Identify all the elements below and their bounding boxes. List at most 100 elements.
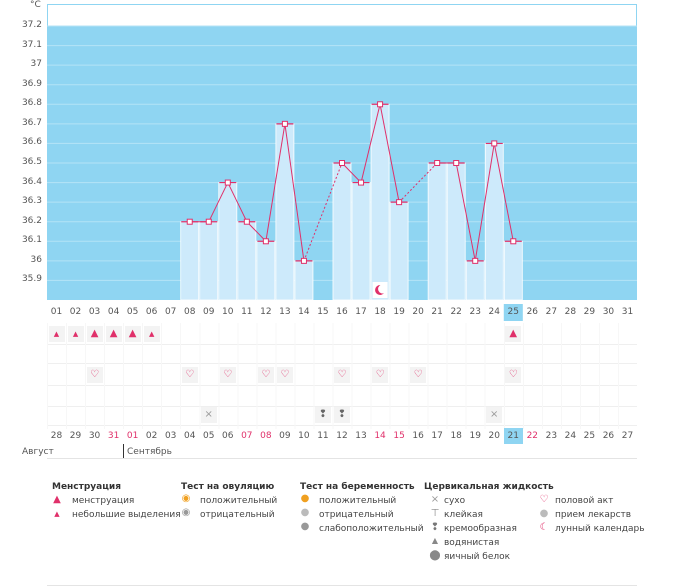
cycle-day-label[interactable]: 23 bbox=[469, 307, 481, 317]
temp-line-segment bbox=[360, 104, 381, 183]
cycle-day-label[interactable]: 17 bbox=[355, 307, 367, 317]
cycle-day-label[interactable]: 09 bbox=[203, 307, 215, 317]
cycle-day-label[interactable]: 28 bbox=[564, 307, 577, 317]
cycle-day-label[interactable]: 18 bbox=[374, 307, 386, 317]
cycle-day-label[interactable]: 27 bbox=[545, 307, 558, 317]
calendar-date[interactable]: 02 bbox=[145, 431, 158, 441]
cycle-day-label[interactable]: 03 bbox=[88, 307, 101, 317]
temp-line-segment bbox=[303, 162, 343, 262]
calendar-date[interactable]: 03 bbox=[164, 431, 177, 441]
temp-point-10 bbox=[224, 179, 231, 186]
calendar-date[interactable]: 15 bbox=[393, 431, 405, 441]
cycle-day-label[interactable]: 05 bbox=[126, 307, 139, 317]
heart-icon[interactable]: ♡ bbox=[276, 367, 293, 383]
calendar-date[interactable]: 04 bbox=[183, 431, 196, 441]
cycle-day-label[interactable]: 24 bbox=[488, 307, 500, 317]
cycle-day-label[interactable]: 06 bbox=[145, 307, 158, 317]
heart-icon[interactable]: ♡ bbox=[257, 367, 274, 383]
heart-icon[interactable]: ♡ bbox=[181, 367, 198, 383]
y-tick-label: 37.2 bbox=[21, 20, 42, 30]
legend-fluid-dry: сухо bbox=[444, 496, 466, 506]
legend-ovulation-negative: отрицательный bbox=[200, 510, 275, 520]
drop-icon[interactable]: ▲ bbox=[67, 326, 84, 342]
calendar-date[interactable]: 20 bbox=[488, 431, 500, 441]
cycle-day-label[interactable]: 29 bbox=[583, 307, 596, 317]
cycle-day-label[interactable]: 04 bbox=[107, 307, 120, 317]
calendar-date[interactable]: 24 bbox=[564, 431, 577, 441]
temp-line-segment bbox=[455, 162, 476, 261]
y-tick-label: 37.1 bbox=[21, 39, 42, 50]
drop-icon[interactable]: ▲ bbox=[124, 326, 141, 342]
legend-fluid-sticky: клейкая bbox=[444, 510, 483, 520]
today-day-highlight bbox=[503, 304, 523, 321]
calendar-date[interactable]: 23 bbox=[545, 431, 558, 441]
drop-icon[interactable]: ▲ bbox=[143, 326, 160, 342]
calendar-date[interactable]: 06 bbox=[222, 431, 234, 441]
fluid-creamy-icon[interactable]: ❢ bbox=[314, 407, 331, 423]
calendar-date[interactable]: 22 bbox=[526, 431, 539, 441]
cycle-day-label[interactable]: 21 bbox=[431, 307, 443, 317]
temp-line-segment bbox=[379, 104, 400, 203]
cycle-day-label[interactable]: 11 bbox=[241, 307, 253, 317]
legend-ovulation-positive: положительный bbox=[200, 496, 278, 506]
calendar-date[interactable]: 30 bbox=[88, 431, 101, 441]
calendar-date[interactable]: 12 bbox=[336, 431, 348, 441]
calendar-date[interactable]: 19 bbox=[469, 431, 481, 441]
heart-icon[interactable]: ♡ bbox=[410, 367, 427, 383]
drop-icon[interactable]: ▲ bbox=[86, 326, 103, 342]
calendar-date[interactable]: 10 bbox=[298, 431, 310, 441]
cycle-day-label[interactable]: 08 bbox=[183, 307, 196, 317]
calendar-date[interactable]: 31 bbox=[107, 431, 120, 441]
calendar-date[interactable]: 16 bbox=[412, 431, 424, 441]
month-august: Август bbox=[22, 447, 54, 457]
calendar-date[interactable]: 08 bbox=[260, 431, 272, 441]
cycle-day-label[interactable]: 12 bbox=[260, 307, 272, 317]
cycle-day-label[interactable]: 19 bbox=[393, 307, 405, 317]
heart-icon[interactable]: ♡ bbox=[372, 367, 389, 383]
cycle-day-label[interactable]: 07 bbox=[164, 307, 177, 317]
temp-point-19 bbox=[396, 199, 403, 206]
calendar-date[interactable]: 21 bbox=[507, 431, 519, 441]
temp-bar-08 bbox=[180, 221, 200, 301]
calendar-date[interactable]: 05 bbox=[203, 431, 215, 441]
heart-icon[interactable]: ♡ bbox=[505, 367, 522, 383]
calendar-date[interactable]: 29 bbox=[69, 431, 82, 441]
calendar-date[interactable]: 28 bbox=[50, 431, 63, 441]
cycle-day-label[interactable]: 15 bbox=[317, 307, 329, 317]
y-tick-label: 36 bbox=[30, 254, 42, 265]
cycle-day-label[interactable]: 25 bbox=[507, 307, 519, 317]
cycle-day-label[interactable]: 30 bbox=[602, 307, 615, 317]
fluid-dry-icon[interactable]: × bbox=[200, 407, 217, 423]
drop-icon[interactable]: ▲ bbox=[505, 326, 522, 342]
calendar-date[interactable]: 01 bbox=[126, 431, 139, 441]
calendar-date[interactable]: 14 bbox=[374, 431, 386, 441]
fluid-dry-icon[interactable]: × bbox=[486, 407, 503, 423]
heart-icon[interactable]: ♡ bbox=[333, 367, 350, 383]
cycle-day-label[interactable]: 20 bbox=[412, 307, 424, 317]
cycle-day-label[interactable]: 26 bbox=[526, 307, 539, 317]
cycle-day-label[interactable]: 16 bbox=[336, 307, 348, 317]
calendar-date[interactable]: 26 bbox=[602, 431, 615, 441]
cycle-day-label[interactable]: 31 bbox=[621, 307, 634, 317]
calendar-date[interactable]: 11 bbox=[317, 431, 329, 441]
calendar-date[interactable]: 18 bbox=[450, 431, 462, 441]
cycle-day-label[interactable]: 22 bbox=[450, 307, 462, 317]
cycle-day-label[interactable]: 01 bbox=[50, 307, 63, 317]
calendar-date[interactable]: 17 bbox=[431, 431, 443, 441]
cycle-day-label[interactable]: 14 bbox=[298, 307, 310, 317]
calendar-date[interactable]: 13 bbox=[355, 431, 367, 441]
fluid-creamy-icon[interactable]: ❢ bbox=[333, 407, 350, 423]
calendar-date[interactable]: 27 bbox=[621, 431, 634, 441]
drop-icon[interactable]: ▲ bbox=[48, 326, 65, 342]
drop-icon[interactable]: ▲ bbox=[105, 326, 122, 342]
calendar-date[interactable]: 07 bbox=[241, 431, 253, 441]
heart-icon[interactable]: ♡ bbox=[86, 367, 103, 383]
cycle-day-label[interactable]: 13 bbox=[279, 307, 291, 317]
calendar-date[interactable]: 25 bbox=[583, 431, 596, 441]
temperature-chart bbox=[47, 4, 637, 321]
heart-icon[interactable]: ♡ bbox=[219, 367, 236, 383]
legend-bottom-line bbox=[47, 585, 637, 586]
calendar-date[interactable]: 09 bbox=[279, 431, 291, 441]
cycle-day-label[interactable]: 10 bbox=[222, 307, 234, 317]
cycle-day-label[interactable]: 02 bbox=[69, 307, 82, 317]
